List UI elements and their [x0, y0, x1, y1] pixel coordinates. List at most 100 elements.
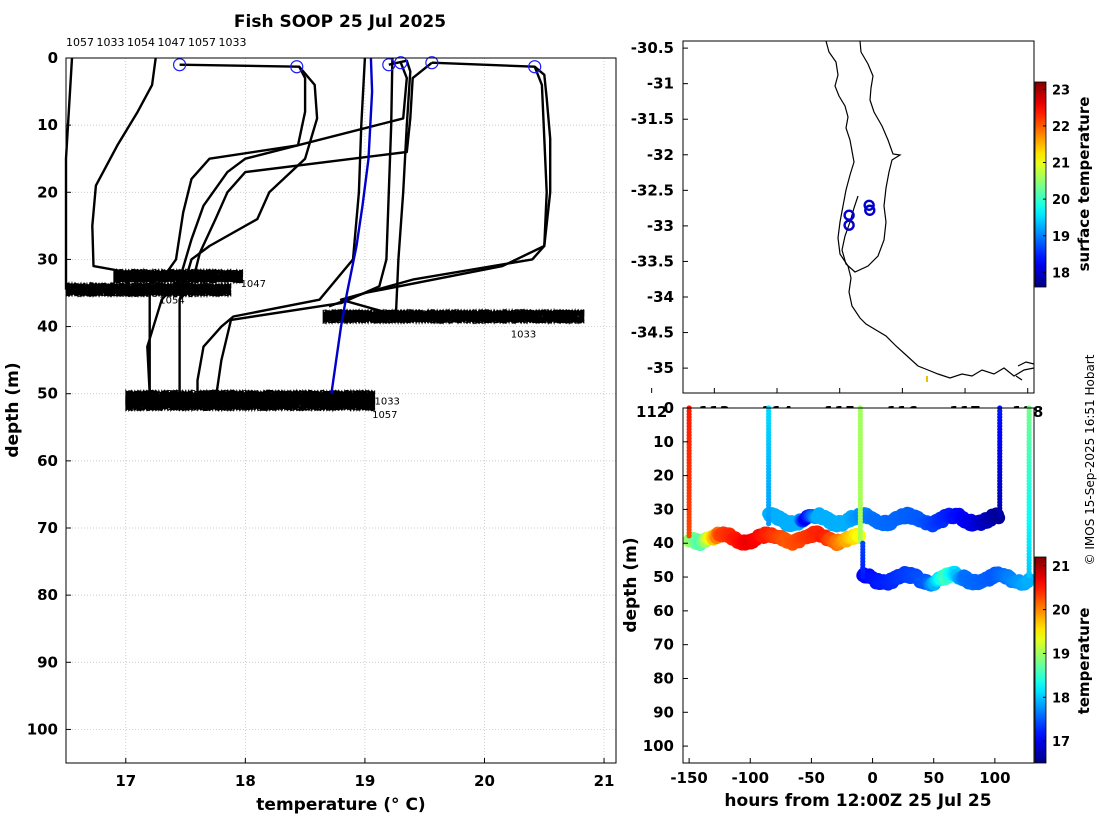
colorbar-gradient [1034, 556, 1047, 764]
profile-line [330, 57, 374, 394]
cluster-label: 1033 [374, 396, 399, 407]
profile-grid [66, 57, 616, 763]
colorbar-tick-label: 20 [1052, 193, 1070, 208]
map-axes-frame [682, 40, 1035, 394]
map-points [843, 199, 876, 231]
colorbar-tick-label: 18 [1052, 691, 1070, 706]
time-y-tick-label: 0 [664, 399, 674, 417]
colorbar-tick-label: 19 [1052, 647, 1070, 662]
coastline [825, 41, 1034, 379]
cast-id-label: 1057 [188, 36, 216, 49]
cast-location-marker [843, 219, 855, 231]
profile-line [148, 63, 307, 394]
surface-marker [172, 58, 187, 72]
time-depth-x-axis-label: hours from 12:00Z 25 Jul 25 [724, 791, 991, 811]
cast-id-label: 1033 [97, 36, 125, 49]
bottom-cluster [322, 307, 585, 326]
time-x-tick-label: 0 [867, 769, 877, 787]
surface-marker [394, 56, 408, 70]
cast-id-label: 1057 [66, 36, 94, 49]
cast-point [860, 574, 866, 580]
y-tick-label: 100 [27, 720, 58, 738]
cast-point [997, 511, 1003, 518]
y-tick-label: 30 [37, 250, 58, 268]
map-colorbar-label: surface temperature [1075, 97, 1093, 272]
x-tick-label: 19 [354, 772, 375, 790]
time-y-tick-label: 100 [643, 737, 674, 755]
colorbar-tick-label: 17 [1052, 735, 1070, 750]
time-y-tick-label: 60 [653, 602, 674, 620]
cast-point [686, 533, 692, 539]
time-x-tick-label: 50 [923, 769, 944, 787]
credit-text: © IMOS 15-Sep-2025 16:51 Hobart [1083, 354, 1097, 565]
time-y-tick-label: 40 [653, 534, 674, 552]
y-tick-label: 10 [37, 116, 58, 134]
time-x-tick-label: -150 [670, 769, 708, 787]
colorbar-gradient [1034, 81, 1047, 288]
bottom-track-point [1022, 572, 1036, 586]
map-y-tick-label: -33.5 [631, 252, 674, 270]
cast-point [1026, 572, 1032, 578]
continental-shelf-contour [841, 41, 902, 273]
y-tick-label: 20 [37, 183, 58, 201]
map-panel: -30.5 -31 -31.5 -32 -32.5 -33 -33.5 -34 -34.5 -35… [631, 39, 1093, 421]
map-y-tick-label: -32.5 [631, 181, 674, 199]
coastline-island [1015, 361, 1034, 381]
colorbar-tick-label: 21 [1052, 560, 1070, 575]
cluster-label: 1033 [511, 329, 536, 340]
time-y-tick-label: 70 [653, 636, 674, 654]
cluster-label: 1057 [372, 410, 397, 421]
x-tick-label: 20 [474, 772, 495, 790]
temperature-colorbar: 17 18 19 20 21 [1034, 556, 1070, 764]
profile-y-axis-label: depth (m) [3, 362, 23, 457]
profile-line [328, 65, 552, 308]
y-tick-label: 90 [37, 653, 58, 671]
x-tick-label: 21 [594, 772, 615, 790]
profile-axes-frame [65, 57, 617, 764]
cast-location-marker [863, 199, 875, 211]
surface-temperature-colorbar: 18 19 20 21 22 23 [1034, 81, 1070, 288]
y-tick-label: 0 [48, 49, 58, 67]
cast-id-label: 1047 [158, 36, 186, 49]
time-depth-data [682, 405, 1036, 592]
map-x-tick-label: 112 [636, 403, 667, 421]
cast-id-label: 1033 [219, 36, 247, 49]
y-tick-label: 80 [37, 586, 58, 604]
profile-line [178, 65, 319, 394]
map-y-tick-label: -35 [647, 359, 674, 377]
profile-lines [64, 57, 552, 401]
surface-marker [290, 60, 304, 74]
map-y-tick-label: -34 [647, 288, 674, 306]
time-depth-panel: -150 -100 -50 0 50 1000102030405060708090100 … [621, 399, 1093, 811]
profile-line [214, 57, 394, 401]
colorbar-tick-label: 18 [1052, 266, 1070, 281]
surface-markers [172, 56, 542, 74]
bottom-clusters [65, 267, 585, 413]
colorbar-tick-label: 20 [1052, 604, 1070, 619]
cluster-label: 1054 [159, 296, 184, 307]
time-depth-colorbar-label: temperature [1075, 608, 1093, 715]
surface-marker [425, 56, 439, 70]
bottom-cluster [125, 395, 376, 413]
map-y-tick-label: -31 [647, 75, 674, 93]
cluster-label: 1047 [241, 279, 266, 290]
colorbar-tick-label: 23 [1052, 83, 1070, 98]
profile-line [146, 62, 408, 394]
cast-location-marker [864, 204, 876, 216]
time-x-tick-label: 100 [979, 769, 1010, 787]
time-x-tick-label: -100 [731, 769, 769, 787]
time-y-tick-label: 10 [653, 433, 674, 451]
time-y-tick-label: 90 [653, 703, 674, 721]
colorbar-tick-label: 22 [1052, 120, 1070, 135]
map-y-tick-label: -33 [647, 217, 674, 235]
x-tick-label: 17 [115, 772, 136, 790]
y-tick-label: 70 [37, 519, 58, 537]
time-x-tick-label: -50 [798, 769, 825, 787]
profile-line [178, 61, 433, 301]
time-depth-y-axis-label: depth (m) [621, 537, 641, 632]
profile-x-axis-label: temperature (° C) [256, 795, 425, 815]
y-tick-label: 40 [37, 318, 58, 336]
